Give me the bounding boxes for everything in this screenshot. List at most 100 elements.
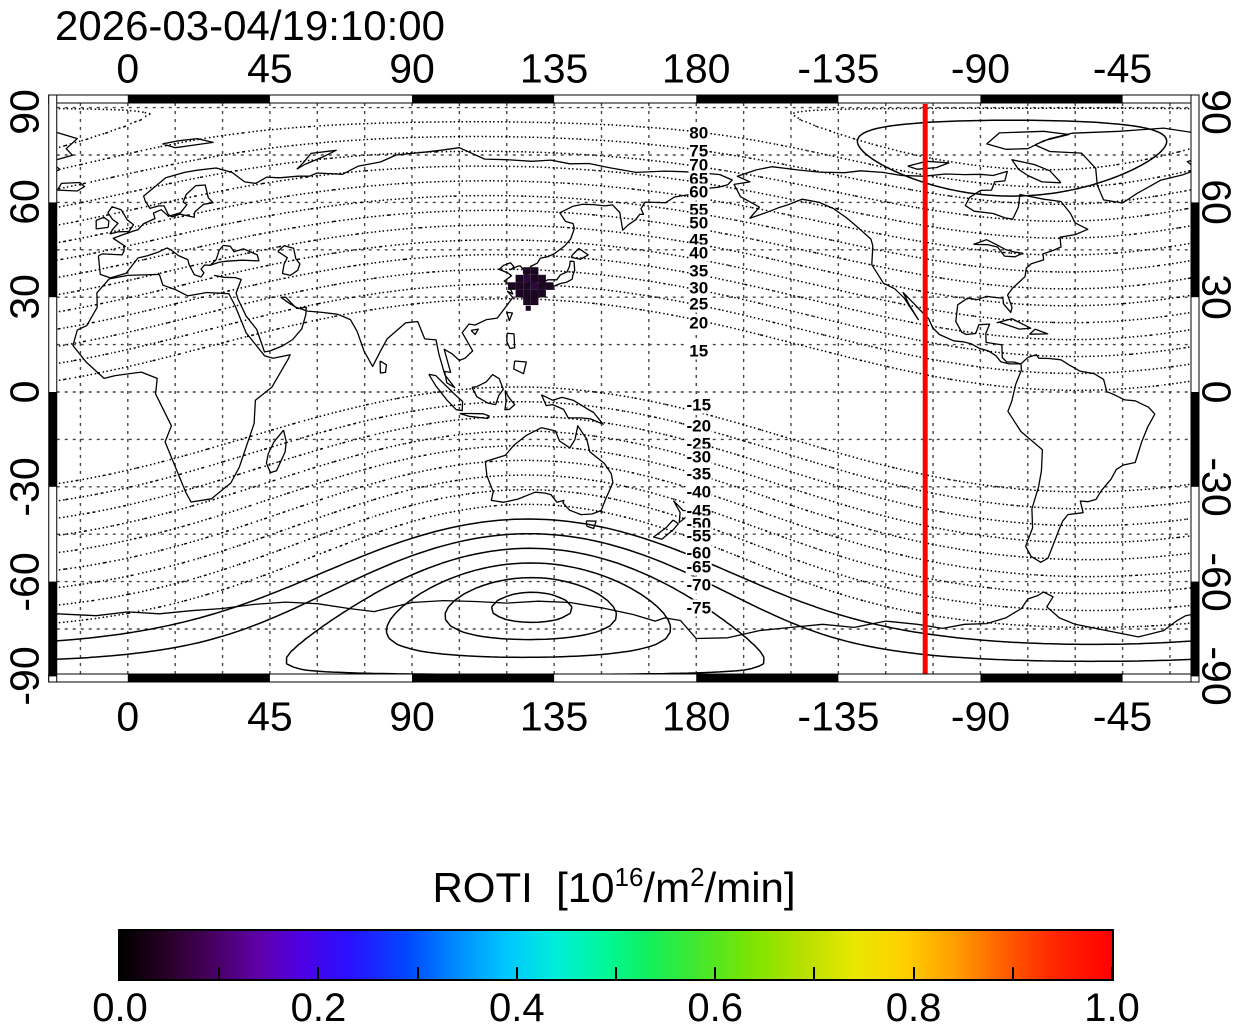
colorbar-minor-tick	[1111, 967, 1113, 979]
lon-tick-label-top: 180	[662, 45, 731, 92]
colorbar-tick-label: 0.8	[885, 986, 942, 1024]
colorbar-minor-tick	[714, 967, 716, 979]
roti-data-cell	[515, 282, 524, 290]
roti-data-cell	[538, 282, 546, 290]
frame-black-segment	[412, 95, 555, 103]
lon-tick-label-bottom: 90	[389, 693, 435, 740]
contour-label: -60	[685, 543, 713, 563]
lon-tick-label-bottom: 180	[662, 693, 731, 740]
colorbar-minor-tick	[913, 967, 915, 979]
roti-data-cell	[523, 289, 531, 298]
colorbar-minor-tick	[813, 967, 815, 979]
colorbar-title: ROTI [1016/m2/min]	[432, 862, 796, 912]
contour-label: 70	[688, 155, 710, 175]
frame-black-segment	[696, 674, 839, 682]
contour-lines-solid	[56, 518, 1191, 676]
contour-label: -20	[685, 416, 713, 436]
lon-tick-label-bottom: -45	[1092, 693, 1153, 740]
contour-label: 80	[688, 123, 710, 143]
roti-data-cell	[523, 267, 531, 275]
contour-label: -70	[685, 575, 713, 595]
colorbar-unit-close: /min]	[704, 864, 796, 911]
lon-tick-label-top: -45	[1092, 45, 1153, 92]
contour-label: 75	[688, 141, 710, 161]
auroral-oval-north	[856, 119, 1168, 197]
frame-black-segment	[696, 95, 839, 103]
colorbar-minor-tick	[218, 967, 220, 979]
contour-lines-dotted	[56, 107, 1191, 629]
colorbar-tick-label: 0.4	[488, 986, 545, 1024]
lon-tick-label-top: 45	[247, 45, 293, 92]
contour-label: -40	[685, 482, 713, 502]
roti-data-cell	[530, 289, 539, 298]
colorbar-minor-tick	[516, 967, 518, 979]
frame-left	[48, 94, 58, 683]
frame-black-segment	[48, 581, 57, 677]
lat-tick-label-right: -60	[1193, 551, 1240, 612]
roti-data-cell	[523, 297, 531, 306]
contour-label: 60	[688, 182, 710, 202]
colorbar-tick-label: 1.0	[1084, 986, 1140, 1024]
roti-data-cell	[523, 282, 531, 290]
roti-data-cell	[530, 297, 539, 306]
roti-data-cell	[515, 274, 524, 283]
lon-tick-label-bottom: 135	[519, 693, 589, 740]
map-interior	[56, 103, 1191, 677]
roti-data-cell	[530, 282, 539, 290]
frame-black-segment	[1191, 392, 1199, 487]
roti-data-cell	[530, 267, 539, 275]
contour-label: 30	[688, 278, 710, 298]
lon-tick-label-top: -90	[950, 45, 1011, 92]
lat-tick-label-left: -60	[1, 551, 48, 612]
roti-data-cell	[508, 282, 516, 290]
plot-title-timestamp: 2026-03-04/19:10:00	[55, 2, 445, 49]
frame-black-segment	[980, 674, 1123, 682]
frame-black-segment	[48, 202, 57, 298]
colorbar-minor-tick	[1012, 967, 1014, 979]
roti-data-cell	[523, 274, 531, 283]
frame-black-segment	[48, 392, 57, 487]
contour-label: 25	[688, 294, 710, 314]
roti-data-cell	[545, 282, 554, 290]
colorbar-gradient	[118, 929, 1114, 981]
colorbar-exponent-16: 16	[614, 862, 644, 892]
lon-tick-label-bottom: -135	[797, 693, 880, 740]
lat-tick-label-left: -30	[1, 457, 48, 517]
lon-tick-label-bottom: 45	[247, 693, 293, 740]
lon-tick-label-bottom: -90	[950, 693, 1011, 740]
colorbar-tick-label: 0.6	[687, 986, 743, 1024]
lat-tick-label-left: 90	[1, 89, 48, 135]
contour-label: 15	[688, 341, 710, 361]
lon-tick-label-top: -135	[797, 45, 880, 92]
contour-label: -55	[685, 526, 713, 546]
colorbar-unit-open: [10	[532, 864, 615, 911]
lat-tick-label-left: -90	[1, 646, 48, 707]
contour-label: 55	[688, 200, 710, 220]
lon-tick-label-bottom: 0	[116, 693, 140, 740]
colorbar-unit-mid: /m	[643, 864, 691, 911]
world-map-plot	[48, 94, 1200, 683]
contour-label: -30	[685, 447, 713, 467]
contour-label: 40	[688, 243, 710, 263]
colorbar-tick-label: 0.2	[290, 986, 347, 1024]
lat-tick-label-left: 60	[1, 179, 48, 226]
lat-tick-label-right: -30	[1193, 457, 1240, 517]
lon-tick-label-top: 90	[389, 45, 435, 92]
frame-black-segment	[127, 674, 270, 682]
contour-label: -35	[685, 464, 713, 484]
frame-black-segment	[980, 95, 1123, 103]
red-meridian-line	[922, 104, 928, 677]
lat-tick-label-right: -90	[1193, 646, 1240, 707]
frame-black-segment	[1191, 202, 1199, 298]
frame-black-segment	[1191, 581, 1199, 677]
frame-black-segment	[412, 674, 555, 682]
contour-label: -65	[685, 557, 713, 577]
lon-tick-label-top: 135	[519, 45, 589, 92]
roti-data-cell	[538, 274, 546, 283]
contour-label: -75	[685, 598, 713, 617]
lat-tick-label-right: 0	[1193, 380, 1240, 404]
lat-tick-label-right: 90	[1193, 89, 1240, 135]
contour-label: -15	[685, 395, 713, 415]
contour-label: 50	[688, 213, 710, 233]
